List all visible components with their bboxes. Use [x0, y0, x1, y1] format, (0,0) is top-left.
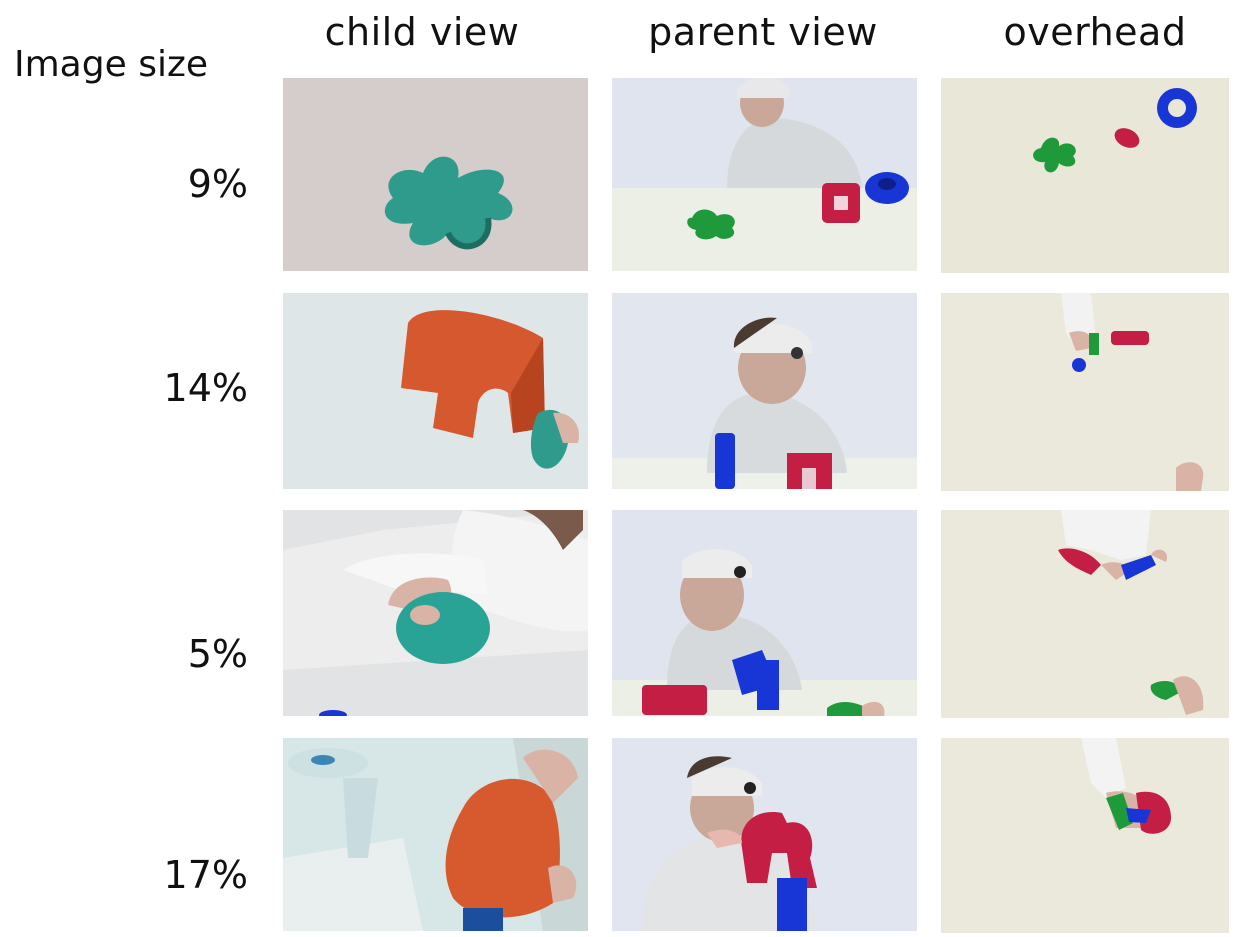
child-view-image-row1 — [283, 78, 588, 271]
image-size-label: Image size — [14, 44, 208, 85]
overhead-image-row1 — [941, 78, 1229, 273]
parent-view-image-row1 — [612, 78, 917, 271]
size-label-row3: 5% — [187, 632, 248, 676]
child-view-image-row4 — [283, 738, 588, 931]
overhead-image-row4 — [941, 738, 1229, 933]
parent-view-image-row3 — [612, 510, 917, 716]
overhead-image-row2 — [941, 293, 1229, 491]
header-parent-view: parent view — [648, 10, 878, 54]
header-child-view: child view — [324, 10, 520, 54]
size-label-row2: 14% — [163, 366, 248, 410]
overhead-image-row3 — [941, 510, 1229, 718]
parent-view-image-row2 — [612, 293, 917, 489]
header-overhead: overhead — [1003, 10, 1187, 54]
parent-view-image-row4 — [612, 738, 917, 931]
child-view-image-row3 — [283, 510, 588, 716]
size-label-row1: 9% — [187, 162, 248, 206]
size-label-row4: 17% — [163, 853, 248, 897]
child-view-image-row2 — [283, 293, 588, 489]
